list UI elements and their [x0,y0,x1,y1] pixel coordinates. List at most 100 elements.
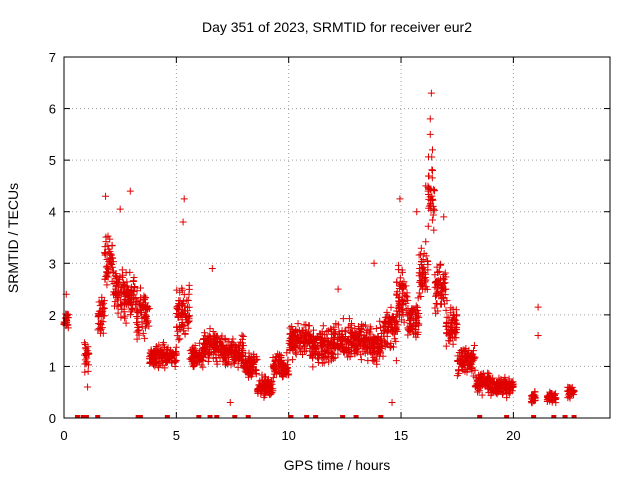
data-point [388,399,396,407]
data-point [399,301,407,309]
data-point [309,354,317,362]
data-point [406,320,414,328]
data-point [206,325,214,333]
data-point [302,328,310,336]
data-point [308,333,316,341]
data-point [204,334,212,342]
data-point [503,394,511,402]
data-point [399,296,407,304]
data-point [410,330,418,338]
data-point [126,268,134,276]
data-point [411,307,419,315]
zero-marker [137,415,143,418]
data-point [370,357,378,365]
data-point [388,313,396,321]
data-point [393,290,401,298]
data-point [432,309,440,317]
zero-marker [504,415,510,418]
data-point [96,302,104,310]
data-point [191,359,199,367]
data-point [179,218,187,226]
data-point [426,130,434,138]
data-point [292,350,300,358]
data-point [248,367,256,375]
data-point [417,251,425,259]
data-point [371,340,379,348]
data-point [471,353,479,361]
data-point [102,192,110,200]
data-point [463,353,471,361]
data-point [285,370,293,378]
data-points [60,89,578,418]
data-point [433,277,441,285]
data-point [136,296,144,304]
y-tick-label: 1 [49,359,56,374]
data-point [111,272,119,280]
data-point [395,266,403,274]
data-point [253,355,261,363]
data-point [427,89,435,97]
data-point [489,374,497,382]
data-point [191,341,199,349]
data-point [303,340,311,348]
data-point [534,303,542,311]
data-point [103,256,111,263]
data-point [200,335,208,343]
data-point [393,317,401,325]
data-point [262,373,270,381]
data-point [447,334,455,342]
data-point [507,380,515,388]
data-point [392,337,400,345]
data-point [171,358,179,366]
data-point [429,211,437,219]
zero-marker [477,415,483,418]
data-point [483,372,491,380]
data-point [80,339,88,347]
data-point [443,297,451,305]
data-point [431,206,439,214]
data-point [298,345,306,353]
data-point [159,341,167,349]
data-point [222,359,230,367]
data-point [319,322,327,330]
data-point [263,377,271,385]
data-point [335,333,343,341]
data-point [327,348,335,356]
data-point [468,354,476,362]
data-point [209,328,217,336]
data-point [448,326,456,334]
data-point [173,332,181,340]
data-point [112,275,120,283]
data-point [472,383,480,391]
data-point [339,315,347,323]
data-point [297,348,305,356]
data-point [373,360,381,368]
data-point [425,195,433,203]
data-point [146,359,154,367]
data-point [394,310,402,318]
data-point [344,346,352,354]
data-point [174,313,182,321]
data-point [109,254,117,262]
data-point [147,349,155,357]
data-point [122,319,130,327]
data-point [442,285,450,293]
data-point [269,353,277,361]
data-point [141,294,149,302]
data-point [110,279,118,287]
data-point [439,274,447,282]
data-point [274,350,282,358]
zero-marker [196,415,202,418]
data-point [366,323,374,331]
data-point [498,384,506,392]
data-point [100,297,108,305]
data-point [104,232,112,240]
data-point [243,364,251,372]
data-point [424,222,432,230]
data-point [433,300,441,308]
data-point [182,314,190,322]
data-point [183,296,191,304]
data-point [142,304,150,312]
data-point [434,269,442,277]
data-point [300,339,308,347]
